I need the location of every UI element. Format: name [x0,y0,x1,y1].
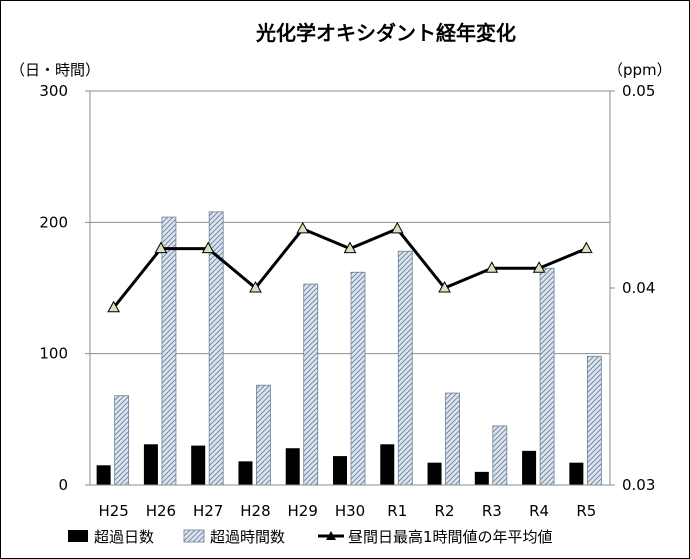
average-point-H28 [249,280,262,293]
legend-label-exceed-days: 超過日数 [94,528,154,546]
tick-labels: 0 100 200 300 0.03 0.04 0.05 H25 H26 H27 H28 H29 H30… [39,82,655,520]
right-tick-label: 0.03 [622,476,655,494]
bar-exceed-days-H30 [333,456,347,485]
average-point-R2 [438,280,451,293]
bar-exceed-days-R5 [569,462,584,485]
legend-marker-average [326,531,336,540]
legend: 超過日数 超過時間数 昼間日最高1時間値の年平均値 [68,528,553,546]
average-point-H27 [201,241,215,254]
bar-exceed-days-R1 [380,444,395,485]
bar-exceed-hours-H28 [256,384,271,486]
legend-label-average: 昼間日最高1時間値の年平均値 [348,528,553,546]
x-tick-label-H30: H30 [335,502,365,520]
bar-exceed-hours-H29 [303,283,319,486]
left-tick-label: 200 [39,213,68,231]
x-tick-label-R1: R1 [387,502,407,520]
left-axis-unit: （日・時間） [10,61,100,79]
x-tick-label-H27: H27 [193,502,223,520]
legend-label-exceed-hours: 超過時間数 [210,528,285,546]
bar-exceed-hours-R5 [586,355,602,486]
x-tick-label-R5: R5 [576,502,596,520]
x-tick-label-R4: R4 [529,502,549,520]
left-tick-label: 300 [39,82,68,100]
average-point-R4 [532,261,546,273]
average-point-H29 [296,221,310,234]
bar-exceed-days-H25 [96,465,111,485]
bar-exceed-hours-R1 [397,250,413,486]
gridlines [90,90,610,355]
axes [85,90,615,486]
legend-swatch-exceed-days [68,530,88,542]
right-tick-label: 0.04 [622,279,655,297]
left-tick-label: 100 [39,345,68,363]
right-axis-unit: （ppm） [608,61,672,79]
average-line [107,221,593,313]
x-tick-label-H26: H26 [146,502,176,520]
average-point-H26 [154,241,168,254]
average-point-R3 [485,261,499,273]
bar-exceed-hours-H30 [350,271,366,486]
bar-exceed-hours-R3 [492,425,508,486]
bar-exceed-hours-H25 [114,395,130,486]
average-point-H30 [343,241,357,254]
legend-swatch-exceed-hours [183,529,205,543]
bar-exceed-days-H27 [191,445,206,485]
average-point-R1 [390,221,404,234]
average-series-line [112,227,587,309]
left-tick-label: 0 [58,476,68,494]
bar-exceed-days-H26 [143,444,158,485]
x-tick-label-R2: R2 [435,502,455,520]
average-point-H25 [107,300,120,313]
right-tick-label: 0.05 [622,82,655,100]
bar-exceed-days-R4 [522,450,537,485]
bar-exceed-hours-R2 [445,392,460,486]
bar-exceed-days-R3 [474,471,489,485]
x-tick-label-H28: H28 [240,502,270,520]
bar-exceed-hours-H26 [161,216,177,486]
bar-exceed-hours-R4 [539,267,555,486]
average-point-R5 [580,241,593,254]
bars [96,211,602,486]
bar-exceed-days-R2 [427,462,442,485]
x-tick-label-H29: H29 [288,502,318,520]
bar-exceed-days-H29 [285,448,300,485]
x-tick-label-H25: H25 [98,502,128,520]
x-tick-label-R3: R3 [482,502,502,520]
chart-title: 光化学オキシダント経年変化 [255,21,516,45]
bar-exceed-days-H28 [238,461,253,485]
